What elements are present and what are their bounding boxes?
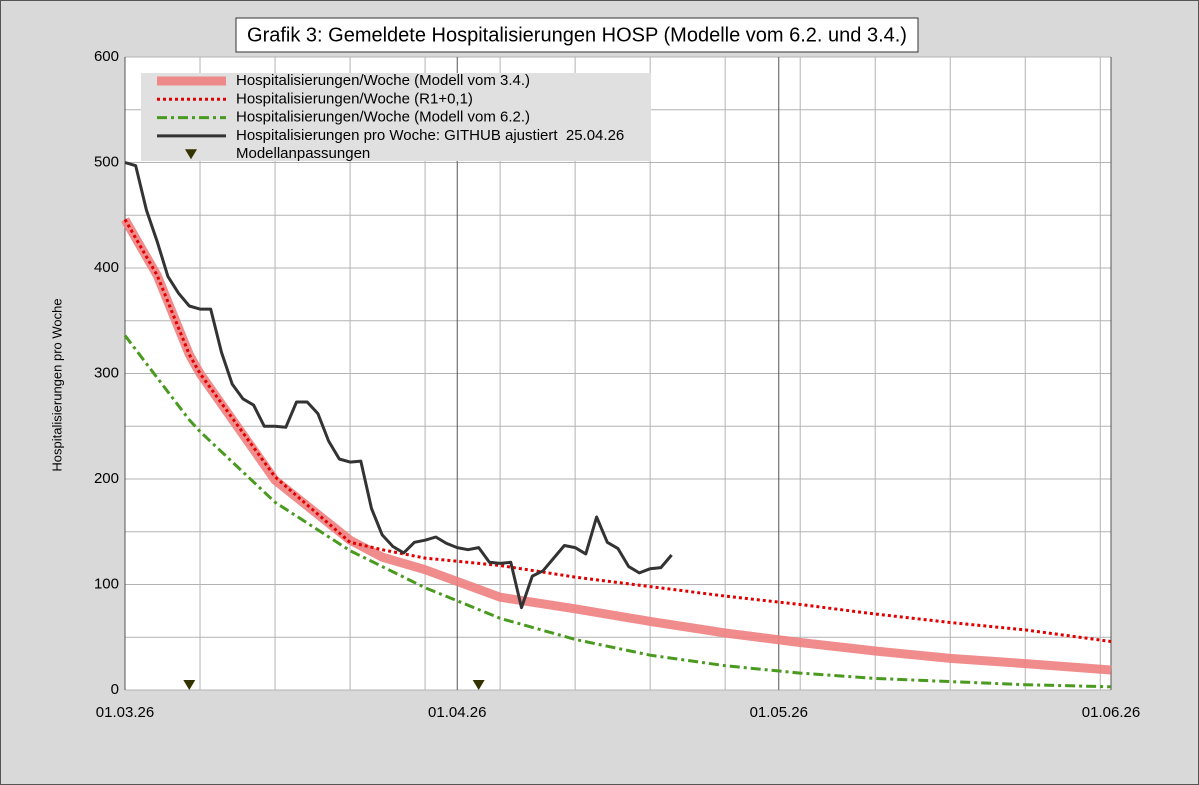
marker	[472, 680, 485, 690]
marker	[183, 680, 196, 690]
series-line	[123, 334, 1112, 689]
legend-label: Modellanpassungen	[236, 145, 370, 162]
legend: Hospitalisierungen/Woche (Modell vom 3.4…	[157, 72, 624, 162]
x-tick-label: 01.06.26	[1082, 704, 1140, 721]
legend-label: Hospitalisierungen/Woche (R1+0,1)	[236, 90, 473, 107]
y-tick-label: 400	[94, 259, 119, 276]
y-tick-label: 0	[111, 681, 119, 698]
y-tick-label: 100	[94, 575, 119, 592]
x-tick-label: 01.04.26	[428, 704, 486, 721]
x-tick-label: 01.05.26	[750, 704, 808, 721]
series-line	[124, 161, 673, 610]
series-line	[123, 218, 1112, 643]
y-tick-label: 600	[94, 48, 119, 65]
legend-label: Hospitalisierungen/Woche (Modell vom 3.4…	[236, 72, 530, 89]
title-box	[235, 17, 919, 53]
legend-label: Hospitalisierungen/Woche (Modell vom 6.2…	[236, 109, 530, 126]
y-tick-label: 300	[94, 364, 119, 381]
legend-label: Hospitalisierungen pro Woche: GITHUB aju…	[236, 127, 624, 144]
x-tick-label: 01.03.26	[96, 704, 154, 721]
chart-title: Grafik 3: Gemeldete Hospitalisierungen H…	[247, 24, 907, 46]
marks	[121, 161, 1112, 690]
legend-marker	[185, 149, 197, 160]
y-tick-label: 200	[94, 470, 119, 487]
y-axis-label: Hospitalisierungen pro Woche	[49, 298, 64, 471]
y-tick-label: 500	[94, 153, 119, 170]
